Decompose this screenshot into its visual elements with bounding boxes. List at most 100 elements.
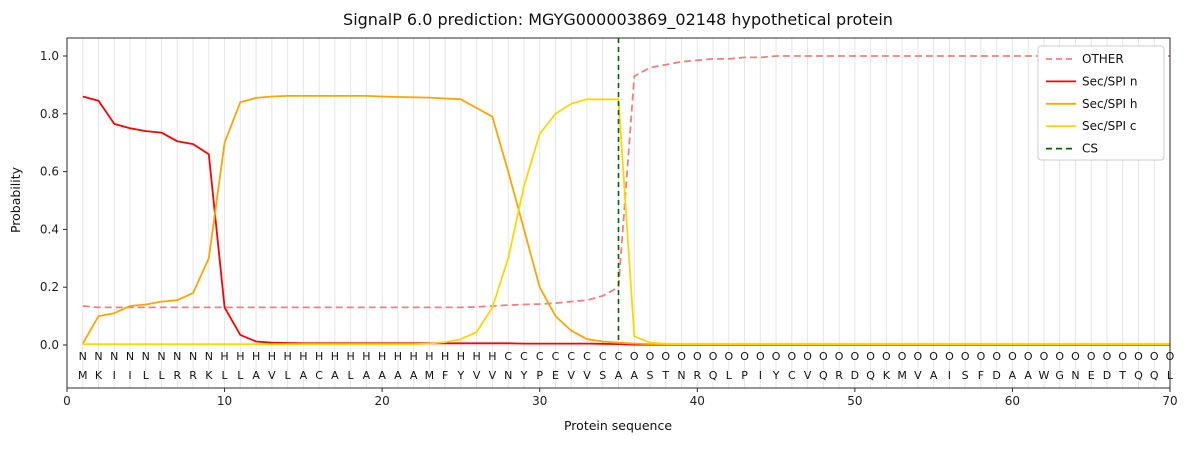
region-label: C (552, 350, 560, 363)
region-label: O (1150, 350, 1159, 363)
residue-letter: F (978, 369, 984, 382)
legend-label: Sec/SPI h (1082, 97, 1137, 111)
region-label: C (583, 350, 591, 363)
series-line-sec-spi-c (82, 98, 1170, 346)
residue-letter: R (189, 369, 197, 382)
residue-letter: A (930, 369, 938, 382)
residue-letter: V (567, 369, 575, 382)
residue-letter: A (394, 369, 402, 382)
residue-letter: R (173, 369, 181, 382)
region-label: N (205, 350, 213, 363)
region-label: O (851, 350, 860, 363)
residue-letter: V (583, 369, 591, 382)
region-label: H (346, 350, 354, 363)
residue-letter: C (315, 369, 323, 382)
y-tick-label: 1.0 (40, 49, 59, 63)
region-label: O (756, 350, 765, 363)
residue-letter: Q (819, 369, 828, 382)
residue-letter: I (113, 369, 116, 382)
region-label: H (425, 350, 433, 363)
residue-letter: K (95, 369, 103, 382)
region-label: O (787, 350, 796, 363)
region-label: O (677, 350, 686, 363)
region-label: N (79, 350, 87, 363)
residue-letter: Q (866, 369, 875, 382)
residue-letter: G (1055, 369, 1064, 382)
region-label: H (362, 350, 370, 363)
residue-letter: K (205, 369, 213, 382)
region-label: O (630, 350, 639, 363)
region-label: O (835, 350, 844, 363)
residue-letter: I (128, 369, 131, 382)
region-label: O (1134, 350, 1143, 363)
region-label: H (315, 350, 323, 363)
residue-letter: L (285, 369, 292, 382)
x-tick-label: 70 (1162, 394, 1177, 408)
residue-letter: S (599, 369, 606, 382)
axes: 0 10 20 30 40 50 60 70 0.0 0.2 0.4 0.6 0.8 1.0 (40, 37, 1178, 408)
residue-letter: A (300, 369, 308, 382)
residue-letter: M (897, 369, 907, 382)
residue-letter: A (615, 369, 623, 382)
region-label: H (473, 350, 481, 363)
legend-label: OTHER (1082, 52, 1124, 66)
residue-letter: Q (1134, 369, 1143, 382)
region-label: H (457, 350, 465, 363)
residue-letter: M (425, 369, 435, 382)
x-axis-label: Protein sequence (564, 418, 672, 433)
region-label: H (268, 350, 276, 363)
region-label: O (740, 350, 749, 363)
region-label: O (803, 350, 812, 363)
residue-letter: F (442, 369, 448, 382)
residue-letter: L (726, 369, 733, 382)
region-label: O (1055, 350, 1064, 363)
residue-letter: I (759, 369, 762, 382)
residue-letter: D (1103, 369, 1111, 382)
region-label: N (126, 350, 134, 363)
residue-letter: V (268, 369, 276, 382)
residue-letter: N (677, 369, 685, 382)
series-lines (82, 38, 1170, 346)
residue-letter: Y (457, 369, 465, 382)
region-label: O (977, 350, 986, 363)
residue-letter: V (473, 369, 481, 382)
region-label: O (646, 350, 655, 363)
region-label: O (1103, 350, 1112, 363)
gridlines (82, 38, 1171, 388)
residue-letter: C (788, 369, 796, 382)
region-label: N (189, 350, 197, 363)
chart-title: SignalP 6.0 prediction: MGYG000003869_02… (343, 10, 893, 30)
legend-label: CS (1082, 142, 1098, 156)
region-label: O (772, 350, 781, 363)
residue-letter: R (835, 369, 843, 382)
y-tick-label: 0.4 (40, 222, 59, 236)
region-label: H (236, 350, 244, 363)
residue-letter: A (1024, 369, 1032, 382)
region-label: C (567, 350, 575, 363)
x-tick-label: 40 (690, 394, 705, 408)
residue-letter: S (647, 369, 654, 382)
legend-label: Sec/SPI c (1082, 119, 1136, 133)
x-tick-label: 60 (1005, 394, 1020, 408)
residue-letter: Q (1150, 369, 1159, 382)
residue-letter: D (851, 369, 859, 382)
region-label: O (724, 350, 733, 363)
residue-letter: Y (520, 369, 528, 382)
legend: OTHER Sec/SPI n Sec/SPI h Sec/SPI c CS (1037, 45, 1165, 161)
residue-letter: W (1038, 369, 1049, 382)
region-label: H (331, 350, 339, 363)
plot-border (66, 37, 1171, 389)
region-label: O (961, 350, 970, 363)
y-tick-label: 0.8 (40, 107, 59, 121)
series-line-other (82, 55, 1170, 309)
x-tick-label: 0 (63, 394, 71, 408)
region-label: O (1071, 350, 1080, 363)
residue-letter: E (1088, 369, 1095, 382)
region-label: O (914, 350, 923, 363)
region-label: H (441, 350, 449, 363)
region-label: C (615, 350, 623, 363)
region-label: O (929, 350, 938, 363)
residue-letter: L (143, 369, 150, 382)
